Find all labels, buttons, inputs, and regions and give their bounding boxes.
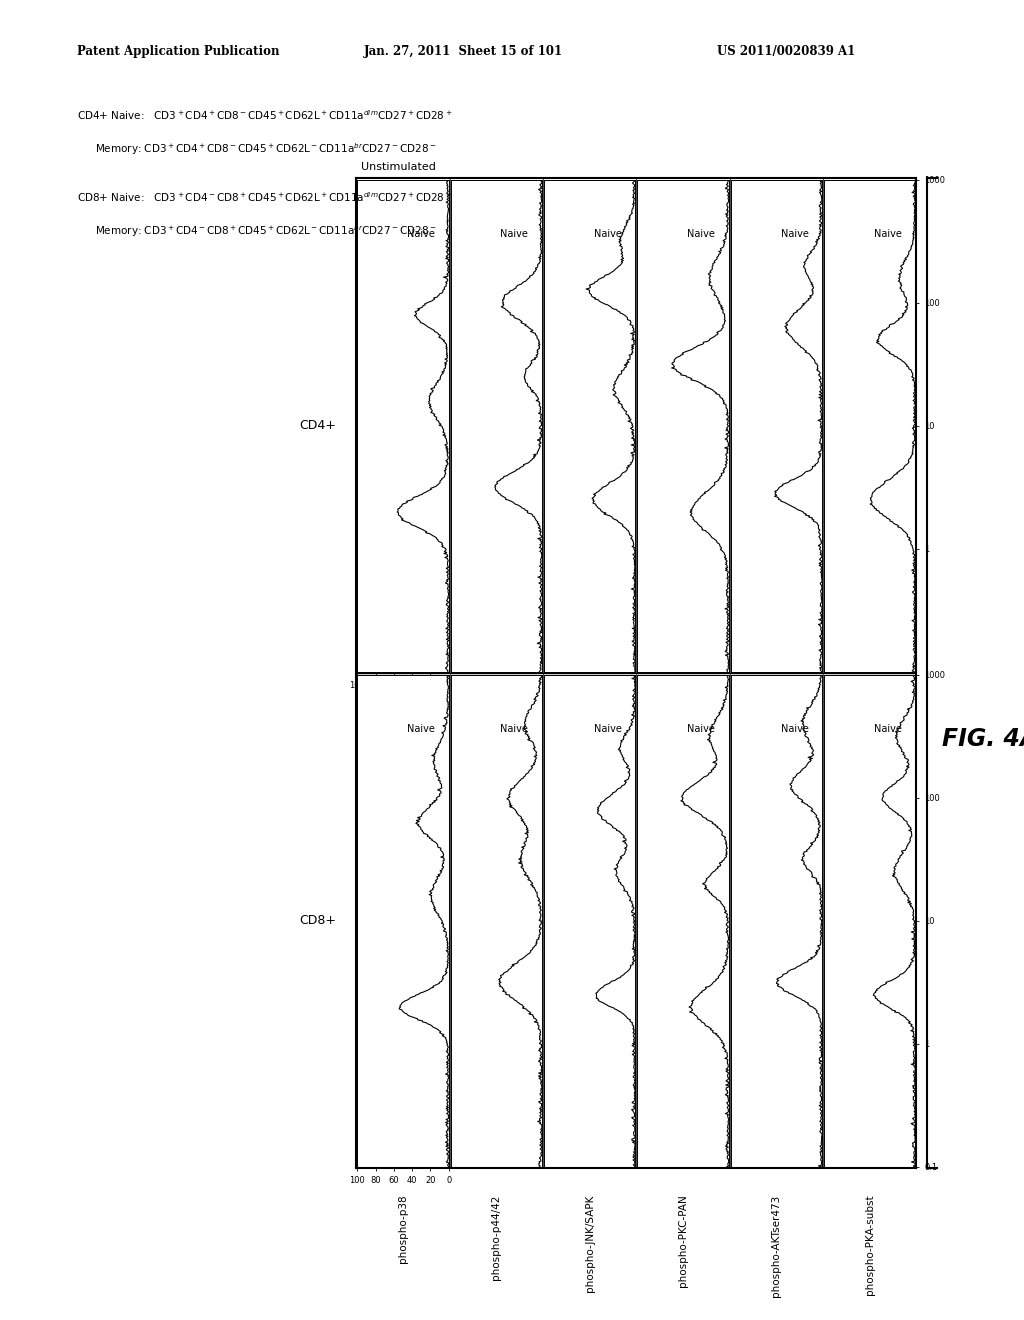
Text: Memory: CD3$^+$CD4$^-$CD8$^+$CD45$^+$CD62L$^-$CD11a$^{br}$CD27$^-$CD28$^-$: Memory: CD3$^+$CD4$^-$CD8$^+$CD45$^+$CD6… bbox=[95, 223, 437, 239]
Text: Unstimulated: Unstimulated bbox=[361, 161, 436, 172]
Text: phospho-p38: phospho-p38 bbox=[398, 1195, 408, 1263]
Text: Naive: Naive bbox=[594, 228, 622, 239]
Text: Patent Application Publication: Patent Application Publication bbox=[77, 45, 280, 58]
Text: FIG. 4A: FIG. 4A bbox=[942, 727, 1024, 751]
Text: phospho-p44/42: phospho-p44/42 bbox=[492, 1195, 502, 1280]
Text: phospho-AKTser473: phospho-AKTser473 bbox=[771, 1195, 781, 1296]
Text: Naive: Naive bbox=[594, 723, 622, 734]
Text: Naive: Naive bbox=[408, 723, 435, 734]
Text: Naive: Naive bbox=[501, 228, 528, 239]
Text: Naive: Naive bbox=[780, 723, 808, 734]
Text: Naive: Naive bbox=[873, 723, 902, 734]
Text: CD8+: CD8+ bbox=[299, 915, 336, 927]
Text: CD4+ Naive:   CD3$^+$CD4$^+$CD8$^-$CD45$^+$CD62L$^+$CD11a$^{dim}$CD27$^+$CD28$^+: CD4+ Naive: CD3$^+$CD4$^+$CD8$^-$CD45$^+… bbox=[77, 108, 453, 121]
Text: Naive: Naive bbox=[687, 723, 715, 734]
Text: Naive: Naive bbox=[687, 228, 715, 239]
Text: Naive: Naive bbox=[501, 723, 528, 734]
Text: CD8+ Naive:   CD3$^+$CD4$^-$CD8$^+$CD45$^+$CD62L$^+$CD11a$^{dim}$CD27$^+$CD28$^+: CD8+ Naive: CD3$^+$CD4$^-$CD8$^+$CD45$^+… bbox=[77, 190, 453, 203]
Text: Jan. 27, 2011  Sheet 15 of 101: Jan. 27, 2011 Sheet 15 of 101 bbox=[364, 45, 562, 58]
Text: US 2011/0020839 A1: US 2011/0020839 A1 bbox=[717, 45, 855, 58]
Text: CD4+: CD4+ bbox=[299, 420, 336, 432]
Text: phospho-JNK/SAPK: phospho-JNK/SAPK bbox=[585, 1195, 595, 1292]
Text: Memory: CD3$^+$CD4$^+$CD8$^-$CD45$^+$CD62L$^-$CD11a$^{br}$CD27$^-$CD28$^-$: Memory: CD3$^+$CD4$^+$CD8$^-$CD45$^+$CD6… bbox=[95, 141, 437, 157]
Text: Naive: Naive bbox=[780, 228, 808, 239]
Text: phospho-PKC-PAN: phospho-PKC-PAN bbox=[678, 1195, 688, 1287]
Text: Naive: Naive bbox=[408, 228, 435, 239]
Text: Naive: Naive bbox=[873, 228, 902, 239]
Text: phospho-PKA-subst: phospho-PKA-subst bbox=[865, 1195, 874, 1295]
